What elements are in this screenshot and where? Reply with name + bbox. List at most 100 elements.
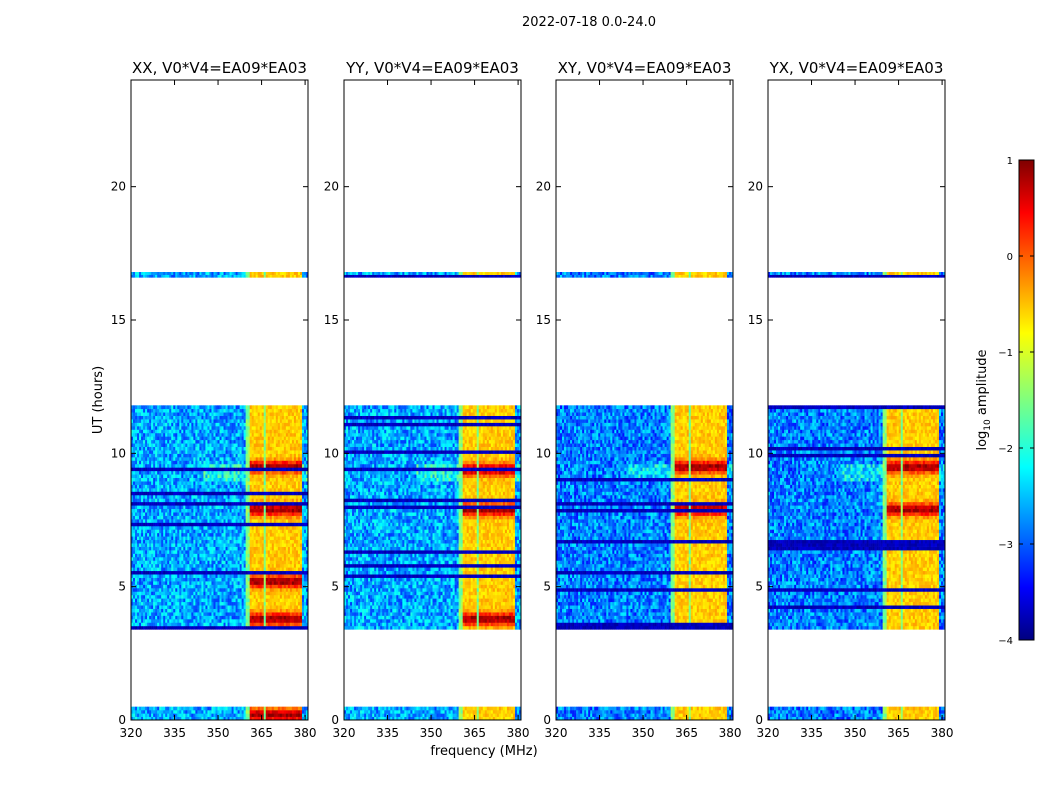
heatmap-cell bbox=[243, 453, 246, 458]
heatmap-cell bbox=[153, 515, 156, 520]
heatmap-cell bbox=[209, 716, 212, 721]
heatmap-cell bbox=[195, 470, 198, 475]
heatmap-cell bbox=[233, 494, 236, 499]
heatmap-cell bbox=[149, 522, 152, 527]
heatmap-cell bbox=[157, 618, 160, 623]
heatmap-cell bbox=[265, 591, 269, 596]
heatmap-cell bbox=[265, 543, 269, 547]
heatmap-cell bbox=[263, 453, 267, 458]
heatmap-cell bbox=[201, 539, 204, 544]
heatmap-cell bbox=[239, 570, 242, 575]
heatmap-cell bbox=[173, 494, 176, 499]
heatmap-cell bbox=[283, 481, 287, 485]
heatmap-cell bbox=[145, 453, 148, 458]
heatmap-cell bbox=[283, 519, 287, 523]
heatmap-cell bbox=[235, 460, 238, 465]
heatmap-cell bbox=[249, 716, 252, 721]
heatmap-cell bbox=[185, 446, 188, 451]
heatmap-cell bbox=[299, 618, 303, 623]
heatmap-cell bbox=[175, 539, 178, 544]
heatmap-cell bbox=[231, 553, 234, 558]
heatmap-cell bbox=[179, 612, 182, 616]
heatmap-cell bbox=[143, 581, 146, 585]
heatmap-cell bbox=[137, 605, 140, 609]
heatmap-cell bbox=[155, 608, 158, 613]
heatmap-cell bbox=[215, 532, 218, 537]
heatmap-cell bbox=[141, 574, 144, 578]
heatmap-cell bbox=[187, 608, 190, 613]
heatmap-cell bbox=[141, 515, 144, 520]
heatmap-cell bbox=[229, 488, 232, 492]
heatmap-cell bbox=[245, 625, 248, 630]
heatmap-cell bbox=[215, 601, 218, 606]
heatmap-cell bbox=[281, 532, 285, 537]
heatmap-cell bbox=[235, 532, 238, 537]
heatmap-cell bbox=[281, 522, 285, 527]
heatmap-cell bbox=[235, 477, 238, 482]
heatmap-cell bbox=[235, 519, 238, 523]
heatmap-cell bbox=[223, 453, 226, 458]
heatmap-cell bbox=[175, 450, 178, 454]
heatmap-cell bbox=[221, 598, 224, 603]
heatmap-cell bbox=[161, 498, 164, 503]
heatmap-cell bbox=[271, 615, 275, 620]
heatmap-cell bbox=[297, 615, 301, 620]
heatmap-cell bbox=[211, 591, 214, 596]
heatmap-cell bbox=[241, 494, 244, 499]
heatmap-cell bbox=[253, 529, 256, 534]
heatmap-cell bbox=[289, 605, 293, 609]
heatmap-cell bbox=[255, 713, 259, 717]
heatmap-cell bbox=[203, 539, 206, 544]
heatmap-cell bbox=[263, 608, 267, 613]
heatmap-cell bbox=[153, 550, 156, 554]
heatmap-cell bbox=[177, 567, 180, 572]
heatmap-cell bbox=[289, 501, 293, 506]
heatmap-cell bbox=[155, 581, 158, 585]
heatmap-cell bbox=[139, 460, 142, 465]
heatmap-cell bbox=[295, 474, 299, 479]
heatmap-cell bbox=[193, 498, 196, 503]
heatmap-cell bbox=[159, 615, 162, 620]
heatmap-cell bbox=[253, 519, 256, 523]
heatmap-cell bbox=[153, 601, 156, 606]
heatmap-cell bbox=[215, 505, 218, 510]
heatmap-cell bbox=[149, 563, 152, 568]
heatmap-cell bbox=[169, 508, 172, 513]
heatmap-cell bbox=[141, 501, 144, 506]
heatmap-cell bbox=[297, 706, 301, 711]
heatmap-cell bbox=[209, 598, 212, 603]
heatmap-cell bbox=[159, 463, 162, 468]
heatmap-cell bbox=[181, 553, 184, 558]
heatmap-cell bbox=[215, 713, 218, 717]
heatmap-cell bbox=[299, 605, 303, 609]
heatmap-cell bbox=[201, 481, 204, 485]
heatmap-cell bbox=[173, 615, 176, 620]
heatmap-cell bbox=[283, 470, 287, 475]
heatmap-cell bbox=[161, 501, 164, 506]
heatmap-cell bbox=[161, 446, 164, 451]
heatmap-cell bbox=[245, 463, 248, 468]
heatmap-cell bbox=[157, 536, 160, 541]
heatmap-cell bbox=[281, 713, 285, 717]
heatmap-cell bbox=[267, 594, 271, 599]
heatmap-cell bbox=[261, 570, 265, 575]
heatmap-cell bbox=[177, 539, 180, 544]
heatmap-cell bbox=[175, 581, 178, 585]
heatmap-cell bbox=[261, 605, 265, 609]
heatmap-cell bbox=[197, 601, 200, 606]
heatmap-cell bbox=[277, 508, 281, 513]
heatmap-cell bbox=[151, 550, 154, 554]
heatmap-cell bbox=[271, 529, 275, 534]
heatmap-cell bbox=[245, 550, 248, 554]
heatmap-cell bbox=[285, 477, 289, 482]
heatmap-cell bbox=[165, 450, 168, 454]
heatmap-cell bbox=[217, 574, 220, 578]
heatmap-cell bbox=[297, 491, 301, 496]
heatmap-cell bbox=[253, 546, 256, 551]
heatmap-cell bbox=[225, 567, 228, 572]
heatmap-cell bbox=[177, 522, 180, 527]
heatmap-cell bbox=[233, 612, 236, 616]
heatmap-cell bbox=[249, 706, 252, 711]
heatmap-cell bbox=[225, 453, 228, 458]
heatmap-cell bbox=[131, 494, 134, 499]
